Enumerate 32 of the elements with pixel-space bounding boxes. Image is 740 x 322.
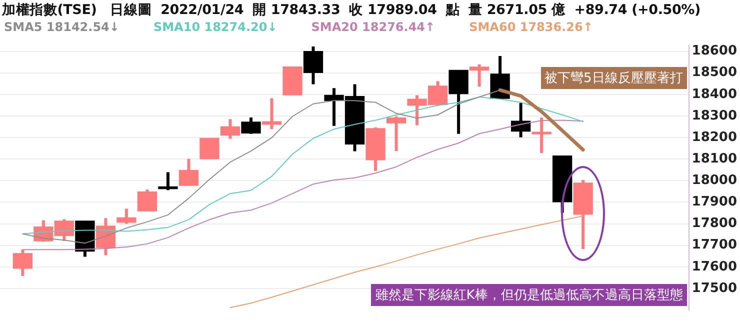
candlestick: [469, 64, 490, 87]
candlestick: [532, 117, 552, 154]
candlestick: [303, 46, 324, 84]
candlestick: [262, 98, 282, 130]
annotation: 被下彎5日線反壓壓著打: [540, 66, 687, 89]
y-tick-label: 18300: [692, 108, 738, 124]
y-tick-label: 17800: [692, 216, 738, 232]
y-tick-label: 17700: [692, 238, 738, 253]
candlestick: [386, 116, 406, 152]
text: SMA10 18274.20↓: [153, 20, 278, 34]
y-tick-label: 18500: [692, 65, 738, 80]
y-tick-label: 18200: [692, 130, 738, 145]
annotation: 雖然是下影線紅K棒，但仍是低過低高不過高日落型態: [371, 284, 687, 306]
candlestick: [220, 119, 240, 139]
text: SMA5 18142.54↓: [4, 20, 120, 34]
y-tick-label: 18100: [692, 151, 738, 166]
candlestick: [137, 189, 158, 212]
candlestick: [116, 208, 136, 224]
y-tick-label: 17500: [692, 280, 738, 296]
y-tick-label: 18000: [692, 173, 738, 188]
chart-title: 加權指數(TSE) 日線圖 2022/01/24 開 17843.33 收 17989.04 點 量 2671.05 億 +89.74 (+0.50%): [2, 1, 700, 19]
candlestick: [200, 138, 220, 160]
y-tick-label: 17600: [692, 259, 738, 274]
text: SMA20 18276.44↑: [311, 20, 436, 34]
candlestick: [158, 172, 178, 190]
candlestick: [178, 158, 199, 186]
text: SMA60 17836.26↑: [469, 20, 593, 34]
y-tick-label: 18600: [692, 44, 738, 59]
candlestick: [241, 117, 261, 134]
y-tick-label: 17900: [692, 194, 738, 210]
y-tick-label: 18400: [692, 86, 738, 102]
candlestick: [12, 250, 33, 276]
